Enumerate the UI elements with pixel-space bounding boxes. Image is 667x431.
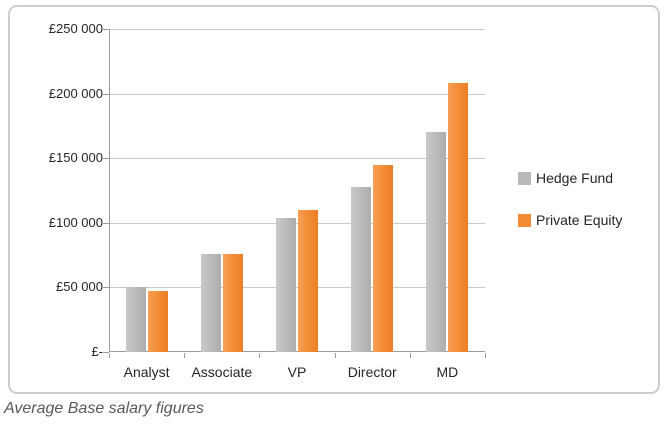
gridline xyxy=(110,158,485,160)
x-axis-label-analyst: Analyst xyxy=(123,364,170,380)
x-axis-tick xyxy=(109,353,110,358)
legend-swatch-icon xyxy=(518,171,531,185)
y-axis-tick xyxy=(103,93,109,95)
chart-caption: Average Base salary figures xyxy=(4,400,204,417)
x-axis-label-md: MD xyxy=(436,364,459,380)
category-group-associate xyxy=(184,29,259,352)
bar-private-equity-director xyxy=(373,164,394,352)
x-axis-label-associate: Associate xyxy=(191,364,253,380)
bar-private-equity-md xyxy=(448,83,469,352)
bars-layer xyxy=(109,29,485,352)
gridline xyxy=(110,29,485,30)
y-axis-tick-label: £200 000 xyxy=(48,85,103,101)
x-axis-label-director: Director xyxy=(347,364,397,380)
legend-item-private-equity: Private Equity xyxy=(518,211,622,229)
y-axis-tick-label: £100 000 xyxy=(48,214,103,230)
bar-hedge-fund-associate xyxy=(200,253,221,352)
category-group-md xyxy=(410,29,485,352)
y-axis-tick xyxy=(103,29,109,30)
y-axis-tick-label: £- xyxy=(91,344,103,359)
bar-private-equity-analyst xyxy=(147,291,168,352)
x-axis-tick xyxy=(184,353,186,358)
x-axis-label-vp: VP xyxy=(287,364,307,380)
gridline xyxy=(110,93,485,95)
legend: Hedge Fund Private Equity xyxy=(518,169,622,253)
legend-item-hedge-fund: Hedge Fund xyxy=(518,169,622,187)
y-axis-tick xyxy=(103,352,109,353)
x-axis-tick xyxy=(259,353,261,358)
chart-panel: £- £50 000 £100 000 £150 000 £200 000 £250 00… xyxy=(8,5,660,394)
bar-private-equity-associate xyxy=(222,253,243,352)
category-group-analyst xyxy=(109,29,184,352)
bar-hedge-fund-director xyxy=(351,186,372,352)
x-axis-tick xyxy=(409,353,411,358)
x-axis-labels: Analyst Associate VP Director MD xyxy=(109,364,485,380)
legend-label: Private Equity xyxy=(536,212,623,228)
legend-label: Hedge Fund xyxy=(536,170,614,186)
y-axis-tick-label: £150 000 xyxy=(48,150,103,166)
plot-area xyxy=(109,29,485,352)
y-axis-tick xyxy=(103,287,109,289)
bar-hedge-fund-analyst xyxy=(125,287,146,352)
legend-swatch-icon xyxy=(518,213,531,227)
gridline xyxy=(110,222,485,224)
category-group-vp xyxy=(259,29,334,352)
gridline xyxy=(110,287,485,289)
x-axis-tick xyxy=(334,353,336,358)
bar-hedge-fund-md xyxy=(426,132,447,352)
y-axis-tick-label: £50 000 xyxy=(56,279,103,295)
bar-hedge-fund-vp xyxy=(276,217,296,352)
y-axis-tick xyxy=(103,222,109,224)
y-axis-tick xyxy=(103,158,109,160)
bar-private-equity-vp xyxy=(298,209,318,352)
y-axis-tick-label: £250 000 xyxy=(48,21,103,36)
x-axis-tick xyxy=(485,353,486,358)
category-group-director xyxy=(335,29,410,352)
